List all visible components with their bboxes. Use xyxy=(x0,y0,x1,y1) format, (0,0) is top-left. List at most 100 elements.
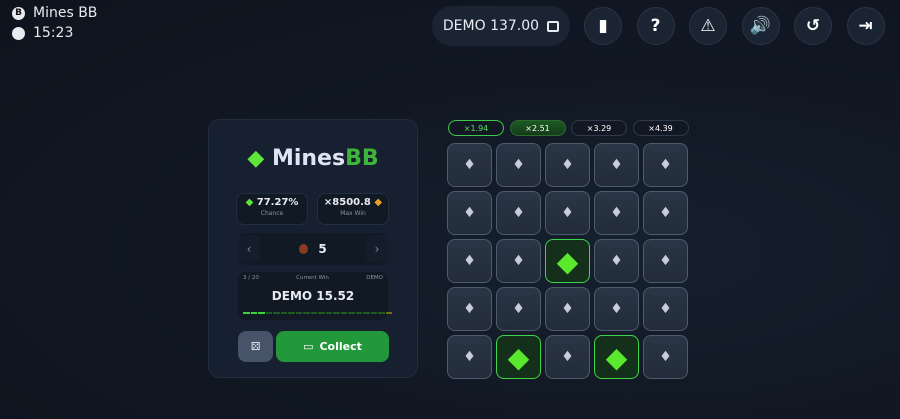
gem-icon: ◆ xyxy=(247,146,265,171)
tile-hidden[interactable]: ♦ xyxy=(594,143,639,187)
tile-hidden[interactable]: ♦ xyxy=(545,335,590,379)
fairness-warning-icon: ⚠ xyxy=(700,16,716,36)
tile-hidden[interactable]: ♦ xyxy=(643,239,688,283)
exit-button[interactable]: ⇥ xyxy=(846,7,885,45)
tile-revealed-gem: ◆ xyxy=(545,239,590,283)
max-win-value: ×8500.8 xyxy=(323,197,371,208)
diamond-icon: ♦ xyxy=(659,205,672,221)
progress-segment xyxy=(370,312,377,314)
progress-segment xyxy=(355,312,362,314)
fairness-warning-button[interactable]: ⚠ xyxy=(689,7,727,45)
multiplier-3: ×3.29 xyxy=(571,120,627,136)
progress-segment xyxy=(333,312,340,314)
tile-hidden[interactable]: ♦ xyxy=(594,287,639,331)
progress-segment xyxy=(273,312,280,314)
bomb-icon xyxy=(299,244,309,254)
sound-icon: 🔊 xyxy=(749,16,772,36)
tile-hidden[interactable]: ♦ xyxy=(496,239,541,283)
gem-icon: ◆ xyxy=(507,340,530,374)
tile-hidden[interactable]: ♦ xyxy=(643,335,688,379)
progress-segment xyxy=(318,312,325,314)
diamond-icon: ♦ xyxy=(659,349,672,365)
exit-icon: ⇥ xyxy=(858,16,873,36)
wallet-icon xyxy=(547,20,560,32)
tile-hidden[interactable]: ♦ xyxy=(496,143,541,187)
app-title: B Mines BB xyxy=(12,5,97,21)
diamond-icon: ♦ xyxy=(463,157,476,173)
rules-book-button[interactable]: ▮ xyxy=(584,7,622,45)
progress-segment xyxy=(348,312,355,314)
current-win-box: 3 / 20 Current Win DEMO DEMO 15.52 xyxy=(238,272,392,320)
tile-hidden[interactable]: ♦ xyxy=(643,191,688,235)
progress-segment xyxy=(340,312,347,314)
multiplier-2: ×2.51 xyxy=(509,120,566,136)
tile-hidden[interactable]: ♦ xyxy=(447,191,492,235)
app-name: Mines BB xyxy=(33,5,98,21)
tile-hidden[interactable]: ♦ xyxy=(594,191,639,235)
diamond-icon: ♦ xyxy=(610,301,623,317)
balance-button[interactable]: DEMO 137.00 xyxy=(432,6,570,46)
diamond-icon: ♦ xyxy=(512,205,525,221)
logo-text-bb: BB xyxy=(345,146,379,171)
clock: 15:23 xyxy=(12,25,73,41)
tile-revealed-gem: ◆ xyxy=(496,335,541,379)
gold-gem-icon: ◆ xyxy=(374,197,383,208)
progress-segment xyxy=(258,312,265,314)
history-button[interactable]: ↺ xyxy=(794,7,832,45)
tile-hidden[interactable]: ♦ xyxy=(545,287,590,331)
tile-hidden[interactable]: ♦ xyxy=(643,287,688,331)
collect-button[interactable]: ▭ Collect xyxy=(276,331,389,362)
progress-segment xyxy=(303,312,310,314)
diamond-icon: ♦ xyxy=(512,301,525,317)
diamond-icon: ♦ xyxy=(463,205,476,221)
tile-hidden[interactable]: ♦ xyxy=(447,239,492,283)
tile-hidden[interactable]: ♦ xyxy=(447,287,492,331)
rules-book-icon: ▮ xyxy=(598,16,608,36)
logo-text: Mines xyxy=(271,146,346,171)
diamond-icon: ♦ xyxy=(561,301,574,317)
diamond-icon: ♦ xyxy=(610,253,623,269)
diamond-icon: ♦ xyxy=(659,253,672,269)
random-pick-button[interactable]: ⚄ xyxy=(238,331,273,362)
gem-icon: ◆ xyxy=(245,197,254,208)
current-win-label: Current Win xyxy=(296,275,329,281)
cash-icon: ▭ xyxy=(303,340,314,353)
clock-icon xyxy=(12,26,25,40)
balance-text: DEMO 137.00 xyxy=(442,18,540,34)
tile-hidden[interactable]: ♦ xyxy=(643,143,688,187)
dice-icon: ⚄ xyxy=(250,340,261,353)
progress-bar xyxy=(243,312,392,314)
increase-mines-button[interactable]: › xyxy=(365,235,388,263)
max-win-label: Max Win xyxy=(340,210,366,217)
progress-segment xyxy=(325,312,332,314)
tile-hidden[interactable]: ♦ xyxy=(447,143,492,187)
tile-hidden[interactable]: ♦ xyxy=(496,191,541,235)
diamond-icon: ♦ xyxy=(512,253,525,269)
chance-stat: ◆ 77.27% Chance xyxy=(236,193,308,225)
progress-segment xyxy=(243,312,250,314)
help-icon: ? xyxy=(650,16,661,36)
multiplier-4: ×4.39 xyxy=(632,120,689,136)
tile-hidden[interactable]: ♦ xyxy=(545,143,590,187)
chance-value: 77.27% xyxy=(256,197,299,208)
gem-icon: ◆ xyxy=(605,340,628,374)
help-button[interactable]: ? xyxy=(636,7,675,45)
diamond-icon: ♦ xyxy=(463,253,476,269)
progress-segment xyxy=(288,312,295,314)
progress-segment xyxy=(265,312,272,314)
tile-hidden[interactable]: ♦ xyxy=(594,239,639,283)
step-counter: 3 / 20 xyxy=(243,275,259,281)
tile-hidden[interactable]: ♦ xyxy=(545,191,590,235)
tile-hidden[interactable]: ♦ xyxy=(496,287,541,331)
diamond-icon: ♦ xyxy=(512,157,525,173)
tile-hidden[interactable]: ♦ xyxy=(447,335,492,379)
control-panel: ◆ MinesBB ◆ 77.27% Chance ×8500.8 ◆ Max Wi… xyxy=(208,119,418,378)
chance-label: Chance xyxy=(260,210,284,217)
diamond-icon: ♦ xyxy=(610,157,623,173)
current-win-amount: DEMO 15.52 xyxy=(271,289,355,303)
progress-segment xyxy=(295,312,302,314)
sound-button[interactable]: 🔊 xyxy=(741,7,780,45)
decrease-mines-button[interactable]: ‹ xyxy=(238,235,260,263)
history-icon: ↺ xyxy=(805,16,821,36)
diamond-icon: ♦ xyxy=(463,301,476,317)
